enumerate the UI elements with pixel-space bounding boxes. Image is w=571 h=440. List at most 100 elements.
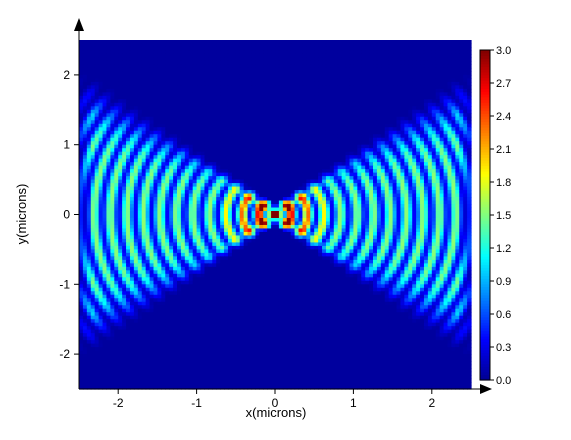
heatmap-cell bbox=[275, 200, 280, 205]
heatmap-cell bbox=[251, 186, 256, 191]
heatmap-cell bbox=[208, 211, 213, 216]
heatmap-cell bbox=[255, 99, 260, 104]
heatmap-cell bbox=[82, 123, 88, 128]
heatmap-cell bbox=[294, 95, 300, 100]
heatmap-cell bbox=[447, 144, 452, 149]
heatmap-cell bbox=[208, 64, 213, 69]
heatmap-cell bbox=[345, 85, 351, 90]
heatmap-cell bbox=[333, 137, 339, 142]
heatmap-cell bbox=[373, 165, 378, 170]
heatmap-cell bbox=[216, 123, 221, 128]
heatmap-cell bbox=[286, 162, 292, 167]
heatmap-cell bbox=[345, 158, 351, 163]
heatmap-cell bbox=[94, 60, 100, 66]
heatmap-cell bbox=[145, 190, 151, 195]
heatmap-cell bbox=[196, 109, 202, 114]
heatmap-cell bbox=[177, 120, 182, 125]
heatmap-cell bbox=[220, 186, 225, 191]
heatmap-cell bbox=[345, 95, 351, 100]
heatmap-cell bbox=[126, 176, 131, 181]
heatmap-cell bbox=[384, 67, 390, 73]
heatmap-cell bbox=[106, 141, 111, 146]
heatmap-cell bbox=[173, 190, 178, 195]
heatmap-cell bbox=[455, 165, 460, 170]
heatmap-cell bbox=[329, 204, 335, 209]
heatmap-cell bbox=[251, 95, 256, 100]
heatmap-cell bbox=[102, 169, 108, 174]
heatmap-cell bbox=[122, 207, 127, 212]
heatmap-cell bbox=[173, 67, 178, 73]
heatmap-cell bbox=[420, 71, 425, 76]
heatmap-cell bbox=[376, 190, 382, 195]
heatmap-cell bbox=[196, 60, 202, 66]
heatmap-cell bbox=[239, 60, 245, 66]
heatmap-cell bbox=[98, 155, 104, 160]
heatmap-cell bbox=[329, 60, 335, 66]
heatmap-cell bbox=[408, 71, 413, 76]
heatmap-cell bbox=[290, 144, 296, 149]
heatmap-cell bbox=[380, 43, 386, 48]
heatmap-cell bbox=[365, 158, 370, 163]
heatmap-cell bbox=[247, 116, 253, 121]
heatmap-cell bbox=[145, 144, 151, 149]
heatmap-cell bbox=[122, 179, 127, 184]
heatmap-cell bbox=[423, 193, 429, 198]
heatmap-cell bbox=[267, 109, 272, 114]
heatmap-cell bbox=[169, 176, 174, 181]
heatmap-cell bbox=[423, 127, 429, 132]
heatmap-cell bbox=[224, 116, 229, 121]
heatmap-cell bbox=[251, 46, 256, 52]
heatmap-cell bbox=[404, 165, 409, 170]
heatmap-cell bbox=[220, 102, 225, 107]
heatmap-cell bbox=[365, 92, 370, 97]
heatmap-cell bbox=[298, 211, 304, 216]
heatmap-cell bbox=[79, 92, 84, 97]
heatmap-cell bbox=[106, 88, 111, 93]
heatmap-cell bbox=[463, 46, 468, 52]
heatmap-cell bbox=[82, 190, 88, 195]
heatmap-cell bbox=[369, 102, 374, 107]
heatmap-cell bbox=[263, 165, 268, 170]
heatmap-cell bbox=[337, 46, 343, 52]
heatmap-cell bbox=[435, 109, 441, 114]
heatmap-cell bbox=[380, 197, 386, 202]
heatmap-cell bbox=[255, 71, 260, 76]
heatmap-cell bbox=[282, 78, 288, 83]
heatmap-cell bbox=[94, 197, 100, 202]
heatmap-cell bbox=[149, 74, 155, 79]
heatmap-cell bbox=[443, 92, 449, 97]
heatmap-cell bbox=[439, 211, 445, 216]
heatmap-cell bbox=[369, 127, 374, 132]
heatmap-cell bbox=[208, 78, 213, 83]
heatmap-cell bbox=[459, 85, 464, 90]
heatmap-cell bbox=[106, 64, 111, 69]
heatmap-cell bbox=[318, 99, 323, 104]
heatmap-cell bbox=[196, 57, 202, 62]
heatmap-cell bbox=[400, 57, 405, 62]
heatmap-cell bbox=[227, 92, 233, 97]
heatmap-cell bbox=[427, 57, 433, 62]
heatmap-cell bbox=[208, 127, 213, 132]
heatmap-cell bbox=[286, 204, 292, 209]
heatmap-cell bbox=[86, 85, 92, 90]
heatmap-cell bbox=[384, 183, 390, 188]
heatmap-cell bbox=[322, 183, 327, 188]
heatmap-cell bbox=[357, 109, 362, 114]
heatmap-cell bbox=[180, 151, 186, 156]
heatmap-cell bbox=[439, 155, 445, 160]
heatmap-cell bbox=[212, 120, 217, 125]
heatmap-cell bbox=[396, 40, 402, 45]
heatmap-cell bbox=[145, 109, 151, 114]
heatmap-cell bbox=[439, 60, 445, 66]
heatmap-cell bbox=[251, 134, 256, 139]
heatmap-cell bbox=[365, 85, 370, 90]
heatmap-cell bbox=[153, 190, 158, 195]
heatmap-cell bbox=[427, 120, 433, 125]
heatmap-cell bbox=[169, 172, 174, 177]
heatmap-cell bbox=[463, 60, 468, 66]
heatmap-cell bbox=[271, 190, 276, 195]
heatmap-cell bbox=[463, 67, 468, 73]
heatmap-cell bbox=[361, 130, 366, 135]
heatmap-cell bbox=[263, 155, 268, 160]
heatmap-cell bbox=[169, 109, 174, 114]
